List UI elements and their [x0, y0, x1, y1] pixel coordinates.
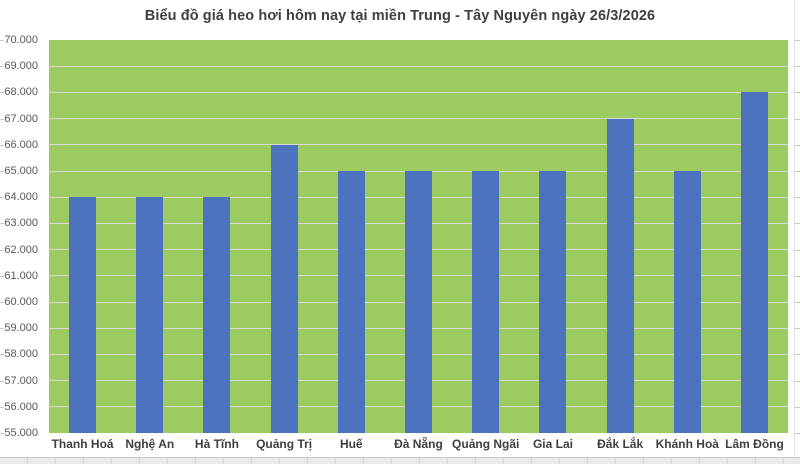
y-tick-label: 61.000 [4, 269, 38, 282]
y-tick-label: 58.000 [4, 348, 38, 361]
left-tick [0, 144, 4, 146]
x-category-label: Lâm Đồng [725, 437, 784, 451]
y-tick-label: 62.000 [4, 243, 38, 256]
right-tick [795, 433, 800, 434]
y-tick-label: 64.000 [4, 191, 38, 204]
y-tick-label: 55.000 [4, 427, 38, 439]
gridline [49, 144, 788, 146]
right-tick [795, 302, 800, 303]
y-tick-label: 70.000 [4, 34, 38, 46]
left-tick [0, 197, 4, 199]
left-tick [0, 171, 4, 172]
right-tick [795, 354, 800, 356]
x-category-label: Gia Lai [532, 437, 573, 451]
x-category-label: Quảng Ngãi [452, 437, 520, 451]
y-tick-label: 63.000 [4, 217, 38, 230]
x-category-label: Khánh Hoà [655, 437, 719, 451]
right-tick [795, 40, 800, 41]
chart-title: Biểu đồ giá heo hơi hôm nay tại miền Tru… [144, 8, 656, 24]
right-edge-line [794, 0, 795, 457]
bar-3[interactable] [203, 197, 231, 433]
left-tick [0, 92, 4, 94]
y-tick-label: 59.000 [4, 322, 38, 335]
x-category-label: Hà Tĩnh [194, 437, 239, 451]
x-category-label: Đắk Lắk [597, 437, 644, 451]
y-tick-label: 65.000 [4, 165, 38, 177]
left-tick [0, 40, 4, 41]
left-tick [0, 118, 4, 120]
gridline [49, 91, 788, 93]
x-category-label: Nghệ An [125, 437, 175, 451]
bar-7[interactable] [472, 171, 500, 433]
y-tick-label: 69.000 [4, 60, 38, 73]
left-tick [0, 66, 4, 68]
right-tick [795, 249, 800, 251]
left-tick [0, 406, 4, 408]
bar-5[interactable] [337, 171, 365, 433]
right-tick [795, 118, 800, 120]
right-tick [795, 66, 800, 68]
left-tick [0, 354, 4, 356]
left-tick [0, 328, 4, 330]
bar-1[interactable] [69, 197, 97, 433]
left-tick [0, 223, 4, 225]
left-tick [0, 380, 4, 382]
left-tick [0, 275, 4, 277]
y-tick-label: 68.000 [4, 86, 38, 99]
right-tick [795, 406, 800, 408]
bar-6[interactable] [405, 171, 432, 433]
x-category-label: Thanh Hoá [51, 437, 114, 451]
bar-2[interactable] [136, 197, 164, 433]
y-tick-label: 57.000 [4, 374, 38, 387]
plot-area[interactable] [49, 40, 788, 433]
x-category-label: Đà Nẵng [394, 437, 443, 451]
right-tick [795, 197, 800, 199]
left-tick [0, 302, 4, 303]
left-tick [0, 249, 4, 251]
bar-4[interactable] [270, 144, 298, 433]
gridline [49, 65, 788, 67]
y-tick-label: 67.000 [4, 112, 38, 125]
bar-9[interactable] [606, 118, 634, 433]
bar-10[interactable] [673, 171, 701, 433]
bottom-grid-strip [0, 457, 800, 464]
right-tick [795, 171, 800, 172]
right-tick [795, 380, 800, 382]
right-tick [795, 328, 800, 330]
y-tick-label: 60.000 [4, 296, 38, 308]
left-tick [0, 433, 4, 434]
right-tick [795, 275, 800, 277]
gridline [49, 118, 788, 120]
x-axis-labels: Thanh Hoá Nghệ An Hà Tĩnh Quảng Trị Huế Đà Nẵ… [49, 437, 788, 455]
bar-8[interactable] [539, 171, 567, 433]
y-tick-label: 56.000 [4, 400, 38, 413]
y-tick-label: 66.000 [4, 138, 38, 151]
x-category-label: Huế [339, 437, 363, 451]
right-tick [795, 92, 800, 94]
bar-11[interactable] [740, 92, 768, 433]
right-tick [795, 223, 800, 225]
right-tick [795, 144, 800, 146]
x-category-label: Quảng Trị [256, 437, 313, 451]
